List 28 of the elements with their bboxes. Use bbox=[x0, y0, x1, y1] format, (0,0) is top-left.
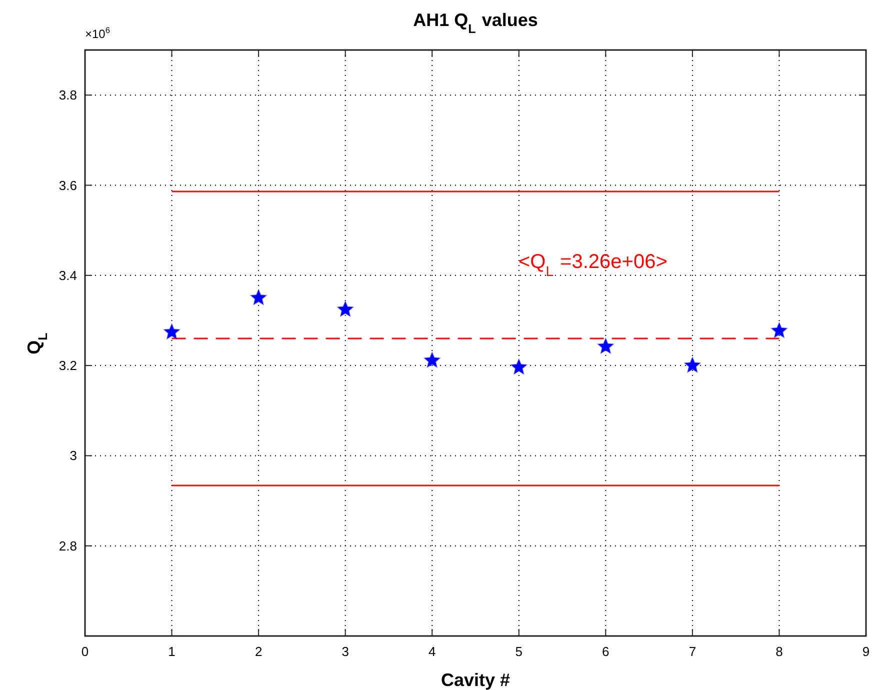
point bbox=[424, 352, 440, 368]
x-tick-label: 3 bbox=[342, 644, 349, 659]
point bbox=[598, 338, 614, 354]
point bbox=[250, 289, 267, 305]
x-tick-label: 7 bbox=[688, 644, 696, 659]
x-tick-label: 6 bbox=[602, 644, 610, 659]
y-tick-label: 3.8 bbox=[58, 88, 77, 103]
point bbox=[164, 324, 180, 340]
point bbox=[771, 322, 788, 338]
y-tick-label: 3 bbox=[70, 448, 77, 464]
x-tick-label: 9 bbox=[862, 644, 870, 659]
x-tick-label: 2 bbox=[254, 644, 262, 659]
point bbox=[337, 301, 354, 317]
text: ×10$^{6}$ bbox=[85, 25, 110, 41]
point bbox=[510, 358, 527, 374]
annotation: <Q$_{L}$ =3.26e+06> bbox=[518, 250, 668, 279]
x-tick-label: 8 bbox=[776, 644, 783, 659]
point bbox=[684, 357, 701, 373]
y-tick-label: 2.8 bbox=[58, 538, 77, 554]
chart-title: AH1 Q$_{L}$ values bbox=[413, 10, 538, 36]
y-tick-label: 3.2 bbox=[58, 358, 77, 374]
y-tick-label: 3.6 bbox=[58, 178, 77, 193]
x-tick-label: 0 bbox=[81, 644, 89, 659]
y-tick-label: 3.4 bbox=[58, 268, 77, 283]
x-tick-label: 1 bbox=[168, 644, 176, 659]
x-axis-title: Cavity # bbox=[440, 670, 510, 690]
x-tick-label: 5 bbox=[515, 644, 523, 659]
x-tick-label: 4 bbox=[428, 644, 436, 659]
